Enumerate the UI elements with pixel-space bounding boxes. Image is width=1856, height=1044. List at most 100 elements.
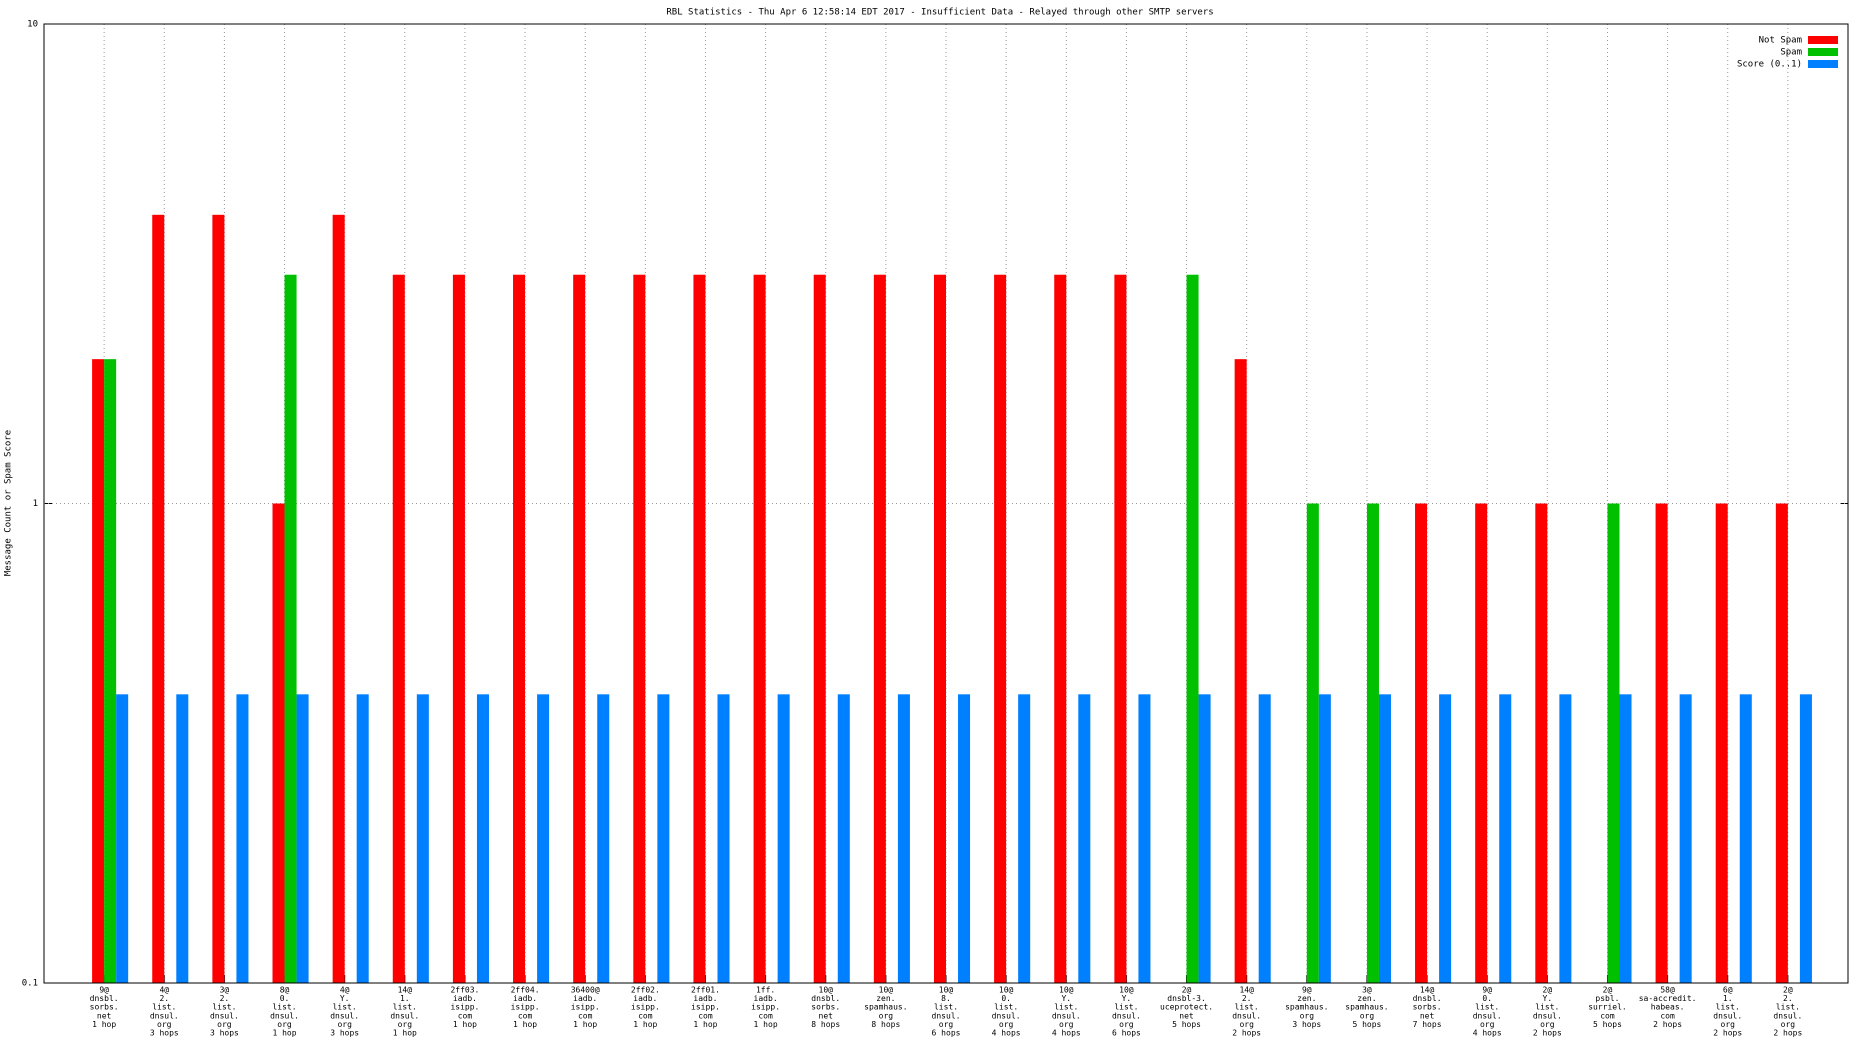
x-tick-label: net — [819, 1011, 834, 1020]
bar — [176, 694, 189, 983]
bar — [1186, 274, 1199, 984]
bar — [1619, 694, 1632, 983]
x-tick-label: org — [1360, 1011, 1375, 1020]
x-tick-label: dnsul. — [932, 1011, 961, 1020]
x-tick-label: 9@ — [1302, 986, 1312, 995]
bar — [777, 694, 790, 983]
x-tick-label: spamhaus. — [1285, 1003, 1328, 1012]
x-tick-label: dnsul. — [1713, 1011, 1742, 1020]
x-tick-label: com — [758, 1011, 773, 1020]
x-tick-label: dnsul. — [1112, 1011, 1141, 1020]
x-tick-label: list. — [1716, 1003, 1740, 1012]
x-tick-label: 36400@ — [571, 986, 600, 995]
x-tick-label: org — [398, 1020, 413, 1029]
x-tick-label: list. — [934, 1003, 958, 1012]
bar — [1234, 359, 1247, 983]
bar — [1114, 274, 1127, 984]
bar — [873, 274, 886, 984]
chart-title: RBL Statistics - Thu Apr 6 12:58:14 EDT … — [666, 8, 1213, 18]
y-tick-label: 0.1 — [22, 979, 38, 989]
x-tick-label: 3@ — [1362, 986, 1372, 995]
bar — [1439, 694, 1452, 983]
x-tick-label: spamhaus. — [1345, 1003, 1388, 1012]
x-tick-label: surriel. — [1588, 1003, 1627, 1012]
x-tick-label: habeas. — [1651, 1003, 1685, 1012]
bar — [1378, 694, 1391, 983]
bar — [1054, 274, 1067, 984]
x-tick-label: 10@ — [819, 986, 834, 995]
x-tick-label: org — [337, 1020, 352, 1029]
bar — [1018, 694, 1031, 983]
x-tick-label: list. — [1475, 1003, 1499, 1012]
bar — [1318, 694, 1331, 983]
x-tick-label: com — [578, 1011, 593, 1020]
x-tick-label: 0. — [1001, 994, 1011, 1003]
bar — [573, 274, 586, 984]
bar — [1078, 694, 1091, 983]
x-tick-label: iadb. — [693, 994, 717, 1003]
bar — [212, 214, 225, 983]
x-tick-label: sa-accredit. — [1639, 994, 1697, 1003]
bar — [597, 694, 610, 983]
x-tick-label: org — [1540, 1020, 1555, 1029]
x-tick-label: 4@ — [340, 986, 350, 995]
x-tick-label: 2ff02. — [631, 986, 660, 995]
x-tick-label: 10@ — [999, 986, 1014, 995]
bar — [1258, 694, 1271, 983]
bar — [513, 274, 526, 984]
x-tick-label: org — [217, 1020, 232, 1029]
x-tick-label: 5 hops — [1352, 1020, 1381, 1029]
x-tick-label: 14@ — [1420, 986, 1435, 995]
x-tick-label: isipp. — [631, 1003, 660, 1012]
x-tick-label: org — [157, 1020, 172, 1029]
x-tick-label: 3 hops — [210, 1029, 239, 1038]
x-tick-label: iadb. — [754, 994, 778, 1003]
x-tick-label: 10@ — [1119, 986, 1134, 995]
x-tick-label: 1 hop — [633, 1020, 657, 1029]
x-tick-label: iadb. — [453, 994, 477, 1003]
x-tick-label: spamhaus. — [864, 1003, 907, 1012]
x-tick-label: 4@ — [159, 986, 169, 995]
bar — [284, 274, 297, 984]
x-tick-label: isipp. — [691, 1003, 720, 1012]
x-tick-label: Y. — [1061, 994, 1071, 1003]
bar — [717, 694, 730, 983]
bar — [1559, 694, 1572, 983]
x-tick-label: 8 hops — [811, 1020, 840, 1029]
bar — [753, 274, 766, 984]
x-tick-label: dnsul. — [1773, 1011, 1802, 1020]
x-tick-label: org — [1059, 1020, 1074, 1029]
x-tick-label: 1 hop — [92, 1020, 116, 1029]
bar — [994, 274, 1007, 984]
x-tick-label: 4 hops — [1473, 1029, 1502, 1038]
bar — [1535, 503, 1548, 983]
x-tick-label: 4 hops — [992, 1029, 1021, 1038]
x-tick-label: 0. — [1482, 994, 1492, 1003]
x-tick-label: 58@ — [1660, 986, 1675, 995]
legend-label: Score (0..1) — [1737, 60, 1802, 70]
bar — [296, 694, 309, 983]
bar — [356, 694, 369, 983]
x-tick-label: 5 hops — [1593, 1020, 1622, 1029]
bar — [1499, 694, 1512, 983]
x-tick-label: 1 hop — [754, 1020, 778, 1029]
x-tick-label: sorbs. — [811, 1003, 840, 1012]
x-tick-label: zen. — [1297, 994, 1316, 1003]
bar — [633, 274, 646, 984]
x-tick-label: org — [999, 1020, 1014, 1029]
bar — [813, 274, 826, 984]
x-tick-label: dnsul. — [390, 1011, 419, 1020]
x-tick-label: 2ff03. — [450, 986, 479, 995]
x-tick-label: org — [1721, 1020, 1736, 1029]
x-tick-label: uceprotect. — [1160, 1003, 1213, 1012]
x-tick-label: isipp. — [571, 1003, 600, 1012]
x-tick-label: com — [698, 1011, 713, 1020]
x-tick-label: dnsbl. — [811, 994, 840, 1003]
bar — [416, 694, 429, 983]
x-tick-label: 2 hops — [1713, 1029, 1742, 1038]
x-tick-label: 2. — [1783, 994, 1793, 1003]
x-tick-label: list. — [1776, 1003, 1800, 1012]
x-tick-label: dnsul. — [330, 1011, 359, 1020]
x-tick-label: 9@ — [99, 986, 109, 995]
x-tick-label: net — [1179, 1011, 1194, 1020]
